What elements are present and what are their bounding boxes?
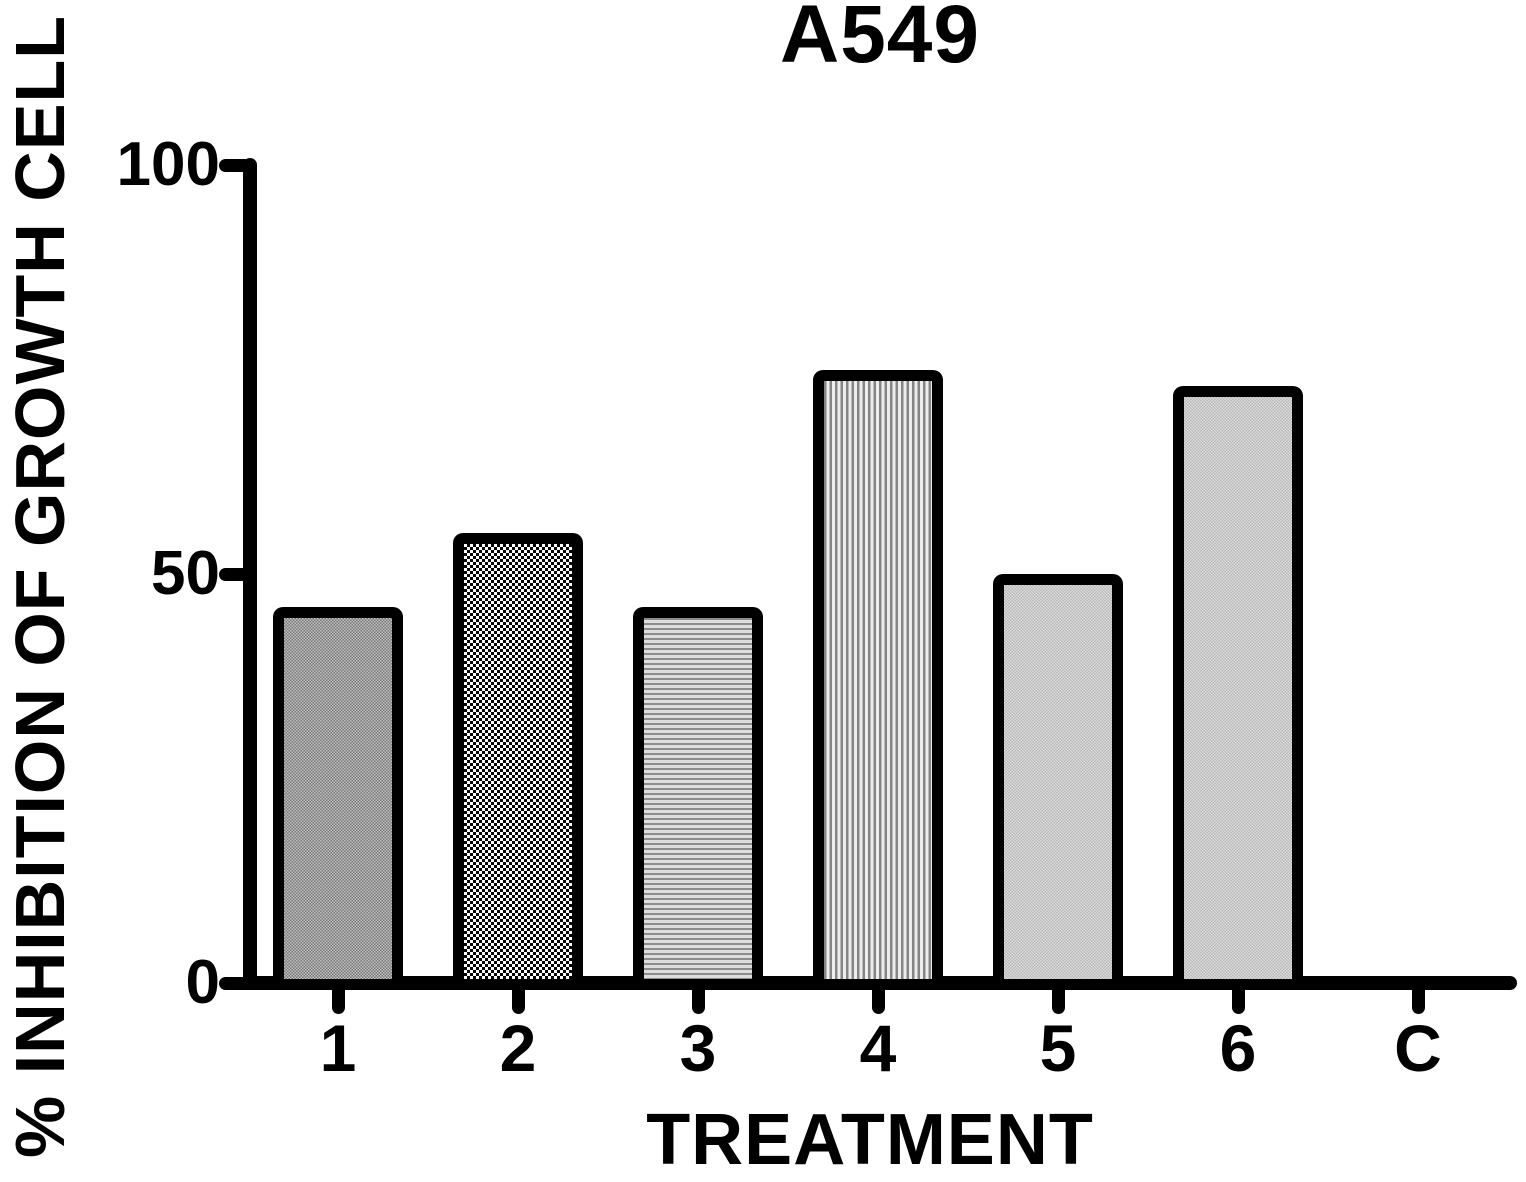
x-tick-label: 6 (1219, 1011, 1257, 1085)
bar-treatment-5 (993, 574, 1123, 990)
x-axis-tick (1052, 984, 1065, 1014)
x-tick-label: 3 (679, 1011, 717, 1085)
bar-treatment-2 (453, 533, 583, 990)
x-axis-tick (1412, 984, 1425, 1014)
x-tick-label: C (1394, 1011, 1442, 1085)
y-axis-tick (219, 977, 251, 990)
x-tick-label: 2 (499, 1011, 537, 1085)
x-tick-label: 5 (1039, 1011, 1077, 1085)
x-axis-title: TREATMENT (646, 1100, 1094, 1180)
y-axis-tick (219, 159, 251, 172)
x-axis-tick (332, 984, 345, 1014)
x-axis-tick (512, 984, 525, 1014)
bar-treatment-6 (1173, 385, 1303, 990)
bar-treatment-3 (633, 606, 763, 990)
y-axis-tick (219, 568, 251, 581)
x-tick-label: 4 (859, 1011, 897, 1085)
chart-title: A549 (779, 0, 981, 80)
bar-treatment-4 (813, 369, 943, 990)
y-tick-label: 0 (185, 948, 220, 1017)
bar-treatment-1 (273, 606, 403, 990)
x-tick-label: 1 (319, 1011, 357, 1085)
x-axis-tick (872, 984, 885, 1014)
y-tick-label: 50 (151, 539, 220, 608)
x-axis-tick (692, 984, 705, 1014)
x-axis-tick (1232, 984, 1245, 1014)
y-tick-label: 100 (116, 130, 220, 199)
